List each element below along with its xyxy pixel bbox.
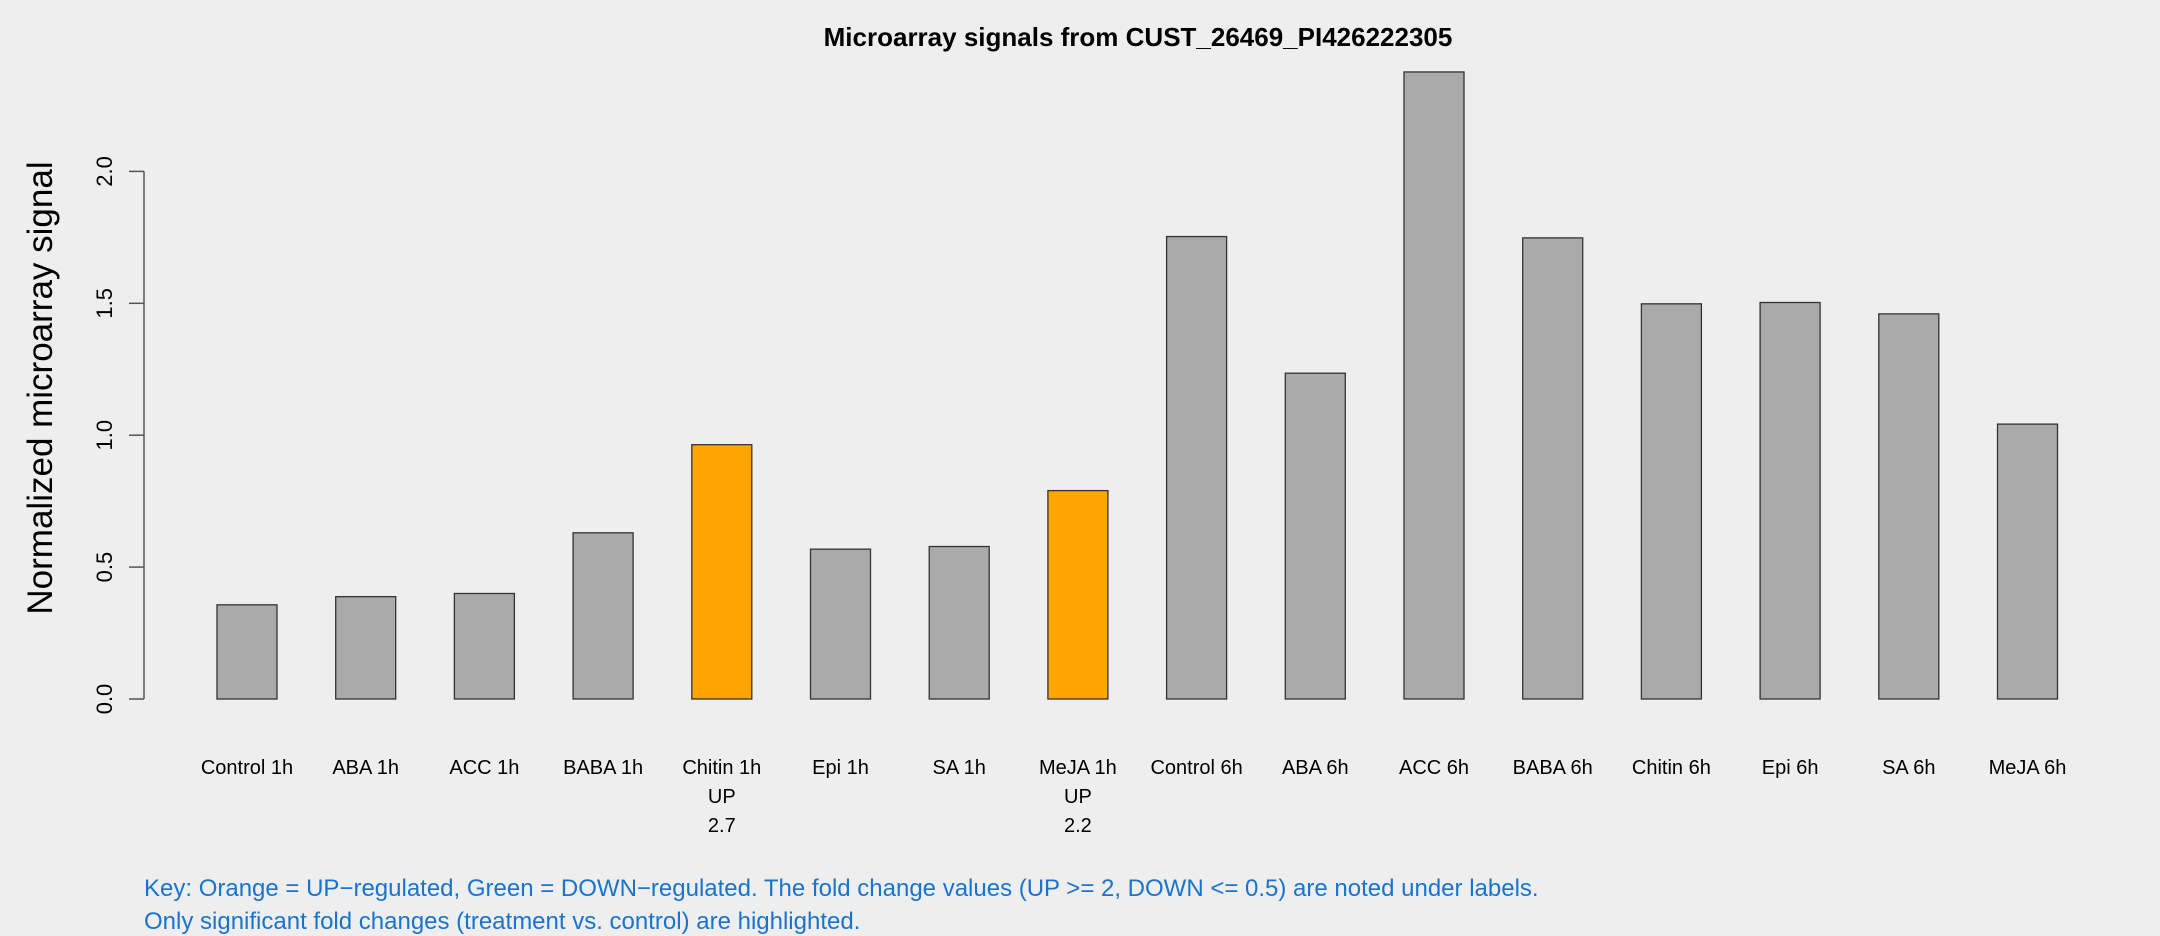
fold-change-label: 2.2 [1064,815,1092,837]
x-tick-label: ABA 6h [1282,757,1349,779]
bar-aba-1h [335,595,397,700]
key-line-2: Only significant fold changes (treatment… [144,908,860,935]
x-tick-label: Epi 1h [812,757,869,779]
y-tick-label: 1.0 [92,420,117,451]
x-tick-label: SA 6h [1882,757,1935,779]
category-labels: Control 1h ABA 1h ACC 1h BABA 1h Chitin 1h UP… [201,757,2067,837]
bar-control-6h [1165,235,1228,700]
bar-meja-6h [1996,423,2059,700]
x-tick-label: Control 6h [1150,757,1242,779]
x-tick-label: BABA 6h [1513,757,1593,779]
bar-chitin-1h [691,444,753,700]
bar-sa-1h [928,545,990,700]
bar-epi-1h [809,548,872,700]
bar-epi-6h [1759,301,1821,700]
y-tick-label: 2.0 [92,156,117,187]
chart-title: Microarray signals from CUST_26469_PI426… [824,22,1453,52]
y-tick-label: 0.5 [92,552,117,583]
key-line-1: Key: Orange = UP−regulated, Green = DOWN… [144,875,1539,902]
y-tick-label: 0.0 [92,684,117,715]
x-tick-label: Epi 6h [1762,757,1819,779]
x-tick-label: ACC 6h [1399,757,1469,779]
x-tick-label: ABA 1h [332,757,399,779]
bar-sa-6h [1878,313,1940,700]
bar-aba-6h [1284,372,1346,700]
bars [216,71,2059,700]
bar-meja-1h [1047,489,1109,700]
regulation-label: UP [708,786,736,808]
y-axis-label: Normalized microarray signal [21,161,60,614]
x-tick-label: MeJA 6h [1989,757,2067,779]
x-tick-label: MeJA 1h [1039,757,1117,779]
x-tick-label: Chitin 1h [682,757,761,779]
bar-baba-6h [1522,237,1584,700]
bar-baba-1h [572,532,634,700]
bar-chitin-6h [1640,303,1703,700]
fold-change-label: 2.7 [708,815,736,837]
x-tick-label: BABA 1h [563,757,643,779]
x-tick-label: Chitin 6h [1632,757,1711,779]
x-tick-label: ACC 1h [449,757,519,779]
bar-control-1h [216,604,278,700]
x-tick-label: Control 1h [201,757,293,779]
regulation-label: UP [1064,786,1092,808]
bar-acc-6h [1403,71,1465,700]
x-tick-label: SA 1h [933,757,986,779]
bar-acc-1h [453,592,516,700]
y-axis: 0.0 0.5 1.0 1.5 2.0 [92,156,145,715]
y-tick-label: 1.5 [92,288,117,319]
